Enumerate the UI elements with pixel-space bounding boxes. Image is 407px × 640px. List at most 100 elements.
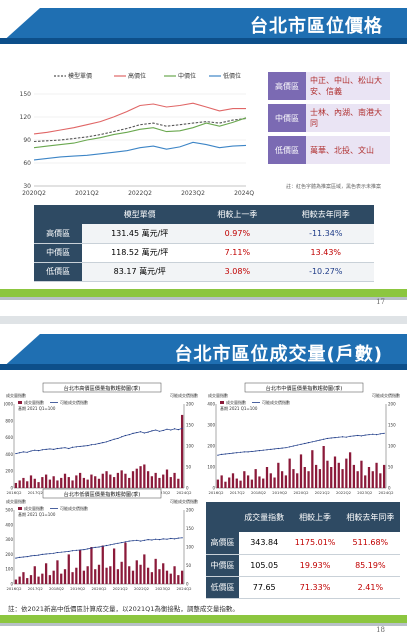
price-index-point [232,452,234,454]
left-tick-label: 400 [207,402,215,407]
price-index-point [121,436,123,438]
legend-bar-label: 成交量指數 [24,399,44,405]
price-index-point [83,548,85,551]
price-index-point [64,551,66,553]
volume-bar [228,477,231,488]
x-tick-label: 2019Q2 [70,586,86,591]
price-index-point [349,435,351,437]
price-index-point [319,439,321,441]
table-header: 模型單價 [82,205,198,224]
left-tick-label: 0 [10,486,13,491]
left-axis-label: 成交量指數 [6,392,26,398]
volume-bar [135,560,138,584]
legend-line-label: 可能成交價指數 [60,399,88,405]
table-cell: 85.19% [340,554,400,577]
table-cell: 7.11% [197,243,278,263]
price-index-point [94,443,96,445]
table-cell: 19.93% [289,554,341,577]
price-index-point [124,434,127,437]
volume-bar [105,471,108,488]
price-index-point [151,430,153,432]
volume-bar [150,476,154,488]
volume-bar [231,473,235,488]
price-index-point [311,441,313,443]
volume-bar [63,473,67,488]
price-index-point [155,538,157,540]
price-index-point [266,449,268,451]
x-tick-label: 2024Q2 [176,586,192,591]
right-tick-label: 0 [388,486,391,491]
price-index-point [338,436,340,438]
volume-bar [22,572,25,584]
price-index-point [53,552,55,554]
price-index-point [243,451,245,453]
volume-bar [78,549,82,584]
volume-bar [162,563,165,584]
left-tick-label: 200 [5,469,13,474]
price-index-point [281,447,283,449]
volume-bar [139,564,142,584]
volume-bar [116,472,120,488]
price-index-point [79,445,81,448]
volume-stats-table: 成交量指數 相較上季 相較去年同季 高價區 343.84 1175.01% 511.68%… [206,502,400,599]
volume-bar [48,479,52,488]
price-index-point [102,442,104,444]
series-line [33,117,247,143]
price-index-point [37,554,40,556]
price-index-point [49,553,51,555]
left-axis-label: 成交量指數 [6,498,26,504]
price-index-point [304,442,306,445]
price-index-point [139,540,142,542]
price-index-point [364,434,366,436]
volume-bar [14,579,18,584]
price-index-point [121,541,123,544]
category-districts: 萬華、北投、文山 [306,136,390,164]
x-tick-label: 2017Q2 [28,490,44,495]
volume-bar [18,480,21,488]
table-header: 成交量指數 [238,502,290,532]
price-index-point [353,435,355,437]
volume-bar [33,566,36,584]
volume-bar [120,561,123,584]
category-districts: 中正、中山、松山大安、信義 [306,72,390,100]
table-header: 相較去年同季 [277,205,374,224]
price-index-point [94,546,96,548]
volume-bar [44,474,48,488]
volume-bar [90,547,93,584]
right-tick-label: 200 [186,402,194,407]
price-index-point [19,452,21,454]
price-index-point [323,438,325,440]
price-index-point [87,548,89,550]
price-index-point [68,550,70,553]
left-tick-label: 800 [5,418,13,423]
volume-bar [116,569,120,584]
y-tick-label: 60 [23,160,31,167]
right-tick-label: 150 [186,526,194,531]
volume-bar [284,475,288,488]
volume-bar [56,480,59,488]
right-tick-label: 50 [186,563,192,568]
volume-bar [292,469,295,488]
table-cell: 118.52 萬元/坪 [82,243,198,263]
legend-line-label: 可能成交價指數 [60,505,88,511]
left-tick-label: 1000 [4,402,13,407]
volume-bar [337,462,340,488]
price-index-point [345,436,347,438]
slide-volume: 台北市區位成交量(戶數) 台北市高價區價量指數趨勢圖(季) 成交量指數 可能成交價指… [0,324,407,640]
right-axis-label: 可能成交價指數 [372,392,400,398]
volume-bar [128,566,131,584]
volume-bar [314,464,318,488]
chart-title: 台北市中價區價量指數趨勢圖(季) [266,384,343,392]
price-index-point [181,537,183,539]
base-period: 基期 2021 Q1=100 [18,511,56,517]
volume-bar [78,472,82,488]
price-index-point [64,447,66,449]
volume-bar [86,479,89,488]
slide-price: 台北市區位價格 模型單價 高價位 中價位 低價位 30 60 90 120 150 2020Q2 2… [0,0,407,316]
volume-bar [26,578,29,584]
volume-bar [273,477,276,488]
price-index-point [117,437,119,440]
table-cell: 83.17 萬元/坪 [82,262,198,282]
left-tick-label: 400 [5,452,13,457]
legend-label: 低價位 [223,72,241,80]
